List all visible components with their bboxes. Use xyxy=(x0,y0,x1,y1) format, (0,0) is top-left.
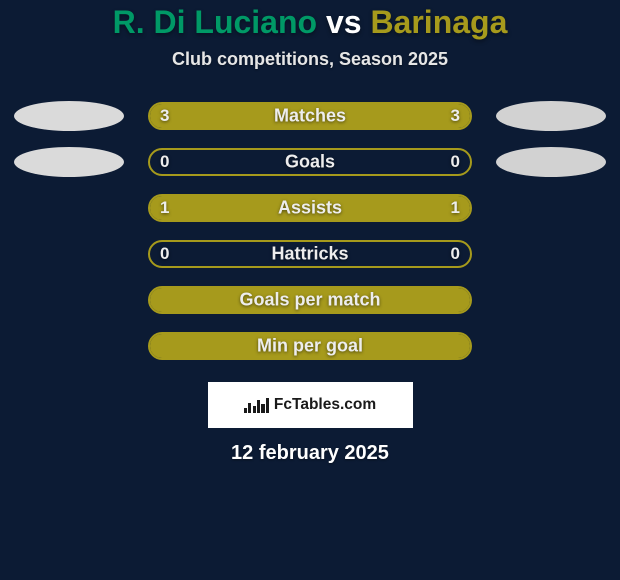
stat-row: Matches 3 3 xyxy=(10,102,610,130)
stat-bar: Hattricks 0 0 xyxy=(148,240,472,268)
stat-label: Min per goal xyxy=(257,336,363,357)
stat-row: Assists 1 1 xyxy=(10,194,610,222)
brand-badge[interactable]: FcTables.com xyxy=(208,382,413,428)
stat-label: Assists xyxy=(278,198,342,219)
page-title: R. Di Luciano vs Barinaga xyxy=(0,4,620,41)
stat-value-right: 0 xyxy=(451,152,460,172)
player-badge-right xyxy=(496,147,606,177)
title-vs: vs xyxy=(326,4,362,40)
player-badge-right xyxy=(496,101,606,131)
stat-bar: Assists 1 1 xyxy=(148,194,472,222)
stat-row: Hattricks 0 0 xyxy=(10,240,610,268)
stat-value-left: 0 xyxy=(160,152,169,172)
stat-value-left: 1 xyxy=(160,198,169,218)
stat-label: Goals xyxy=(285,152,335,173)
stat-value-right: 1 xyxy=(451,198,460,218)
stat-label: Hattricks xyxy=(271,244,348,265)
brand-text: FcTables.com xyxy=(274,396,376,414)
stats-list: Matches33Goals00Assists11Hattricks00Goal… xyxy=(0,102,620,360)
stat-row: Goals per match xyxy=(10,286,610,314)
stat-bar: Goals 0 0 xyxy=(148,148,472,176)
title-left: R. Di Luciano xyxy=(113,4,317,40)
stat-value-right: 0 xyxy=(451,244,460,264)
stat-row: Min per goal xyxy=(10,332,610,360)
title-right: Barinaga xyxy=(370,4,507,40)
player-badge-left xyxy=(14,101,124,131)
stat-bar: Min per goal xyxy=(148,332,472,360)
stat-value-left: 0 xyxy=(160,244,169,264)
stat-bar: Matches 3 3 xyxy=(148,102,472,130)
stat-value-left: 3 xyxy=(160,106,169,126)
subtitle: Club competitions, Season 2025 xyxy=(0,49,620,70)
stat-label: Goals per match xyxy=(239,290,380,311)
comparison-card: R. Di Luciano vs Barinaga Club competiti… xyxy=(0,0,620,580)
stat-row: Goals 0 0 xyxy=(10,148,610,176)
stat-label: Matches xyxy=(274,106,346,127)
date-text: 12 february 2025 xyxy=(0,442,620,465)
player-badge-left xyxy=(14,147,124,177)
chart-icon xyxy=(244,398,269,413)
stat-value-right: 3 xyxy=(451,106,460,126)
stat-bar: Goals per match xyxy=(148,286,472,314)
